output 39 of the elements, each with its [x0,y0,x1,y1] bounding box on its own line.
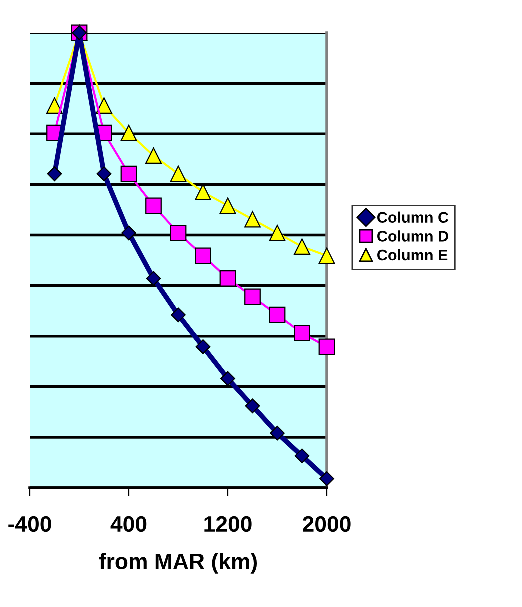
point [120,124,138,142]
point [195,248,212,264]
point [244,288,261,306]
point [170,225,187,242]
point [146,198,162,214]
point [294,238,310,256]
point [47,166,62,182]
point [269,306,286,324]
legend-label: Column C [378,212,449,224]
point [120,166,138,182]
point [269,225,286,242]
point [146,271,162,286]
point [270,426,285,441]
x-tick-label: 400 [110,516,147,532]
point [294,448,310,464]
point [195,184,212,200]
point [96,166,112,182]
point [146,148,162,164]
x-axis-title: from MAR (km) [99,553,258,574]
point [244,211,261,228]
point [220,198,236,214]
point [196,340,211,354]
point [318,338,336,356]
point [171,308,186,323]
point [245,398,260,414]
point [318,248,336,264]
point [170,166,187,182]
point [220,270,236,287]
point [46,98,63,114]
point [220,371,236,386]
point [320,471,334,486]
x-tick-label: -400 [8,516,52,532]
legend-label: Column E [378,249,448,261]
legend-label: Column D [378,230,448,242]
point [96,98,112,114]
point [122,226,136,241]
x-tick-label: 1200 [204,516,252,532]
x-tick-label: 2000 [303,516,351,532]
point [294,325,310,342]
